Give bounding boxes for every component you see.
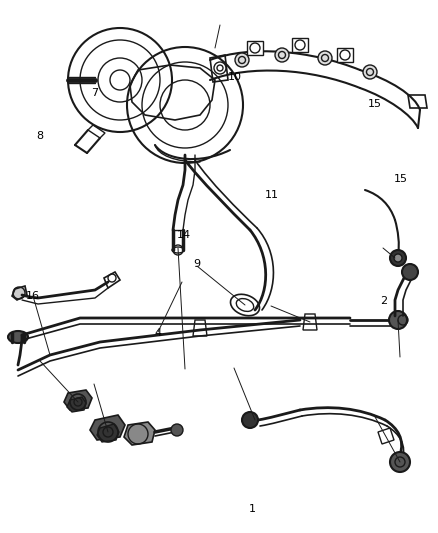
Polygon shape xyxy=(12,286,27,300)
Text: 2: 2 xyxy=(380,296,387,306)
Circle shape xyxy=(394,254,402,262)
Circle shape xyxy=(318,51,332,65)
Polygon shape xyxy=(64,390,92,410)
Polygon shape xyxy=(97,424,119,442)
Polygon shape xyxy=(124,422,155,445)
Polygon shape xyxy=(247,41,263,55)
Circle shape xyxy=(390,452,410,472)
Polygon shape xyxy=(292,38,308,52)
Text: 16: 16 xyxy=(26,291,40,301)
Text: 1: 1 xyxy=(248,504,255,514)
Text: 15: 15 xyxy=(367,99,381,109)
Circle shape xyxy=(235,53,249,67)
Text: 4: 4 xyxy=(154,328,161,338)
Polygon shape xyxy=(337,48,353,62)
Polygon shape xyxy=(90,415,125,440)
Circle shape xyxy=(389,311,407,329)
Circle shape xyxy=(275,48,289,62)
Text: 7: 7 xyxy=(91,88,98,98)
Text: 11: 11 xyxy=(265,190,279,199)
Circle shape xyxy=(242,412,258,428)
Text: 10: 10 xyxy=(227,72,241,82)
Text: 14: 14 xyxy=(177,230,191,239)
Ellipse shape xyxy=(8,331,28,343)
Text: 15: 15 xyxy=(394,174,408,183)
Circle shape xyxy=(402,264,418,280)
Text: 9: 9 xyxy=(194,259,201,269)
Polygon shape xyxy=(67,397,86,412)
Circle shape xyxy=(390,250,406,266)
Circle shape xyxy=(363,65,377,79)
Text: 8: 8 xyxy=(36,131,43,141)
Circle shape xyxy=(171,424,183,436)
